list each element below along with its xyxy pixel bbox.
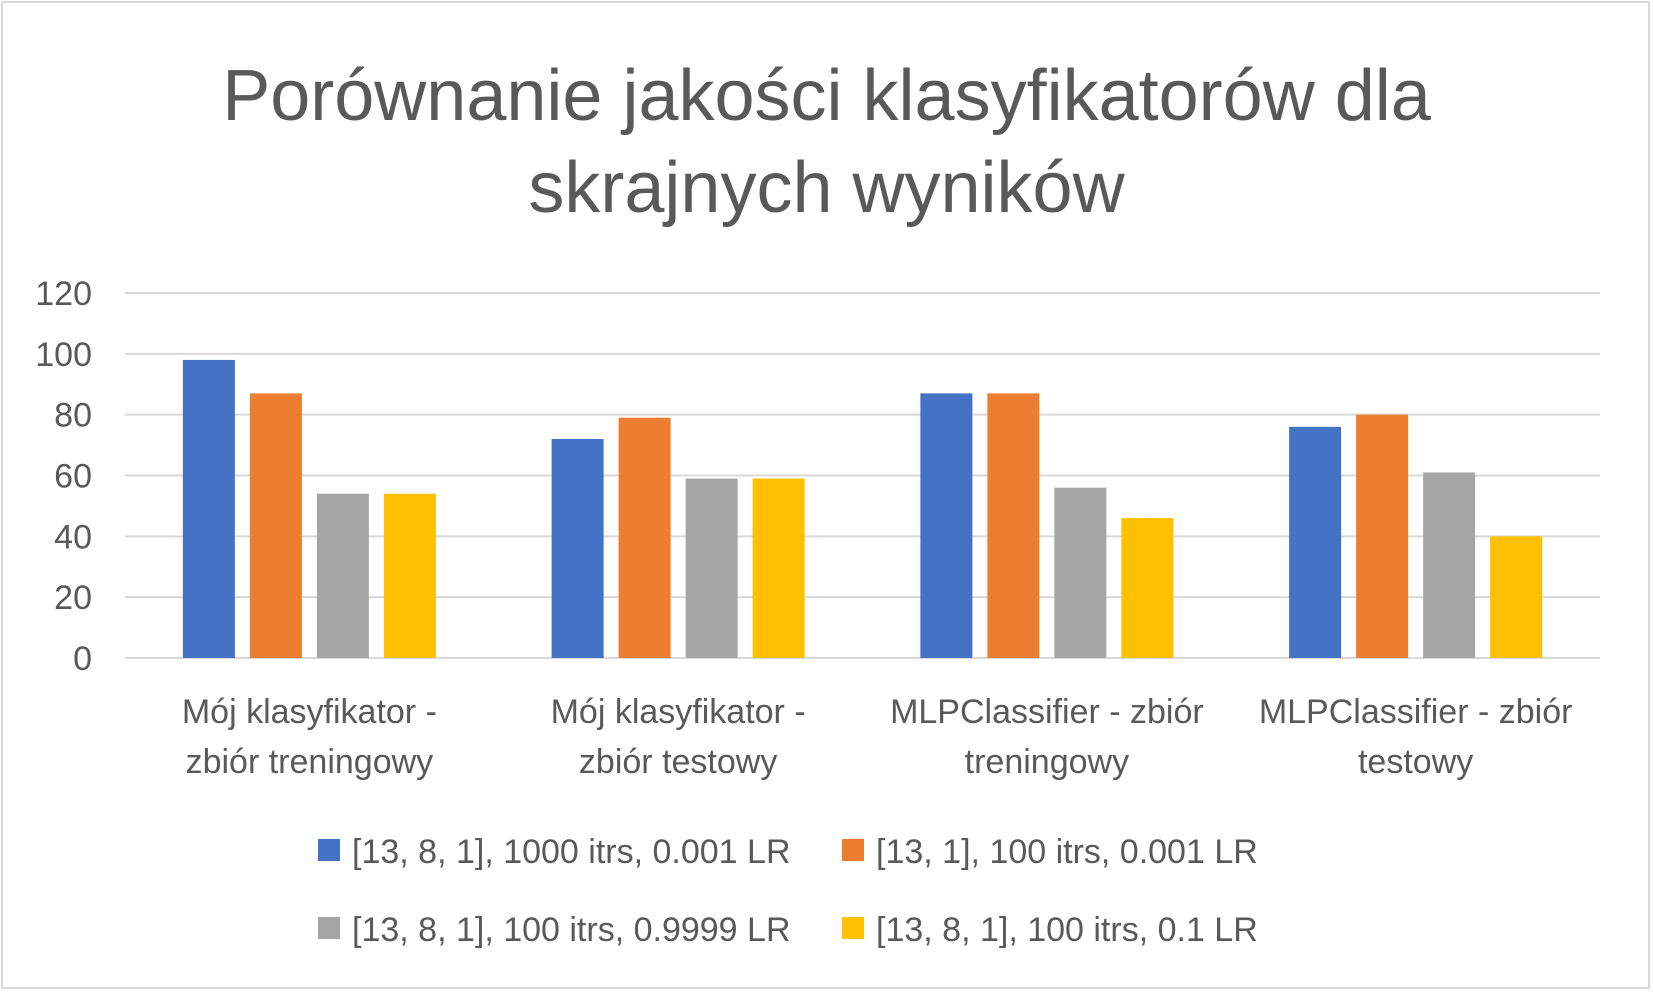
x-category-label: Mój klasyfikator - [551,693,806,731]
bar-series-3-category-3 [1054,487,1107,658]
x-category-label: Mój klasyfikator - [182,693,437,731]
y-tick-label: 20 [54,579,92,617]
x-category-label: MLPClassifier - zbiór [890,693,1204,731]
legend-label-2: [13, 1], 100 itrs, 0.001 LR [876,833,1258,871]
legend-swatch-4 [842,917,864,939]
legend-swatch-2 [842,839,864,861]
legend-label-1: [13, 8, 1], 1000 itrs, 0.001 LR [352,833,791,871]
bar-series-4-category-1 [383,493,436,658]
legend-label-4: [13, 8, 1], 100 itrs, 0.1 LR [876,911,1258,949]
bar-series-2-category-2 [618,417,671,658]
bar-series-1-category-3 [920,393,973,658]
legend-label-3: [13, 8, 1], 100 itrs, 0.9999 LR [352,911,791,949]
bar-series-1-category-1 [182,359,235,658]
bars [182,359,1543,658]
legend: [13, 8, 1], 1000 itrs, 0.001 LR [13, 1], … [318,833,1258,949]
y-tick-label: 60 [54,458,92,496]
y-tick-label: 40 [54,518,92,556]
y-axis-tick-labels: 0 20 40 60 80 100 120 [35,275,92,678]
x-axis-category-labels: Mój klasyfikator - zbiór treningowy Mój kl… [182,693,1573,781]
bar-series-4-category-4 [1490,536,1543,658]
bar-series-4-category-3 [1121,518,1174,658]
chart-title-line-1: Porównanie jakości klasyfikatorów dla [222,56,1431,136]
y-tick-label: 120 [35,275,92,313]
bar-series-2-category-3 [987,393,1040,658]
y-tick-label: 0 [73,640,92,678]
gridlines [125,292,1600,659]
x-category-label: MLPClassifier - zbiór [1259,693,1573,731]
legend-swatch-3 [318,917,340,939]
chart-title-line-2: skrajnych wyników [528,148,1125,228]
bar-series-3-category-2 [685,478,738,658]
bar-series-3-category-1 [316,493,369,658]
bar-series-4-category-2 [752,478,805,658]
chart-title: Porównanie jakości klasyfikatorów dla sk… [0,50,1653,234]
bar-series-2-category-1 [249,393,302,658]
x-category-label: zbiór testowy [579,743,777,781]
x-category-label: zbiór treningowy [186,743,434,781]
y-tick-label: 80 [54,397,92,435]
x-category-label: treningowy [965,743,1129,781]
bar-series-1-category-4 [1289,426,1342,658]
legend-swatch-1 [318,839,340,861]
y-tick-label: 100 [35,336,92,374]
x-category-label: testowy [1358,743,1473,781]
bar-series-2-category-4 [1356,414,1409,658]
bar-series-1-category-2 [551,439,604,658]
bar-series-3-category-4 [1423,472,1476,658]
